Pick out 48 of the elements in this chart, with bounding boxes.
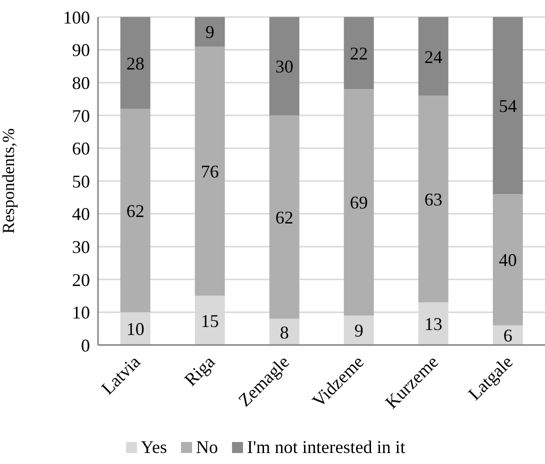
y-tick-label: 90 — [72, 40, 90, 60]
bar — [344, 89, 374, 316]
legend-label: Yes — [140, 437, 167, 458]
data-label: 6 — [503, 326, 512, 346]
data-label: 9 — [205, 22, 214, 42]
bar — [492, 17, 523, 194]
x-tick-label: Riga — [180, 352, 219, 390]
bar — [418, 96, 448, 302]
data-label: 63 — [424, 189, 442, 210]
data-label: 22 — [350, 43, 368, 64]
data-label: 62 — [126, 200, 144, 221]
y-tick-label: 70 — [72, 106, 90, 126]
legend-label: No — [196, 437, 218, 458]
y-tick-label: 100 — [63, 7, 90, 28]
y-tick-label: 50 — [72, 171, 90, 192]
y-tick-label: 80 — [72, 72, 90, 93]
y-tick-label: 10 — [72, 302, 90, 323]
data-label: 40 — [498, 250, 517, 270]
data-label: 8 — [280, 322, 289, 342]
bar — [344, 17, 374, 90]
data-label: 9 — [354, 320, 364, 341]
bar — [269, 318, 300, 345]
data-label: 76 — [200, 162, 219, 182]
bar — [269, 115, 300, 319]
data-label: 24 — [424, 46, 442, 67]
data-label: 62 — [275, 207, 294, 228]
data-label: 30 — [275, 56, 294, 77]
bar — [269, 17, 300, 116]
bar — [194, 46, 225, 296]
y-tick-label: 60 — [72, 138, 90, 159]
y-tick-label: 40 — [72, 204, 90, 224]
data-label: 13 — [424, 314, 442, 334]
legend-label: I'm not interested in it — [246, 437, 406, 458]
y-tick-label: 20 — [72, 270, 90, 290]
y-tick-label: 30 — [72, 236, 90, 257]
y-axis-title: Respondents,% — [0, 128, 18, 234]
bar — [418, 17, 448, 96]
data-label: 69 — [350, 192, 368, 213]
bar — [120, 17, 150, 109]
bar — [344, 315, 374, 345]
y-tick-label: 0 — [81, 335, 90, 356]
data-label: 54 — [498, 96, 517, 116]
bar — [492, 194, 523, 326]
data-label: 10 — [126, 318, 144, 339]
data-label: 15 — [200, 310, 219, 331]
bar — [120, 108, 150, 312]
data-label: 28 — [126, 53, 144, 74]
bar — [194, 17, 225, 47]
